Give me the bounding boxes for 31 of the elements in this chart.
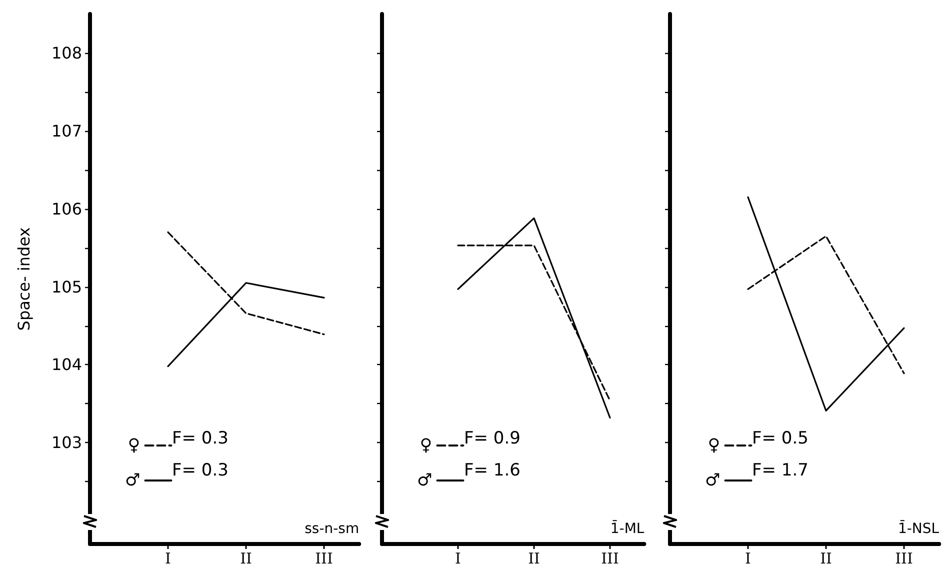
y-tick-label: 107	[51, 121, 82, 140]
x-tick-label: II	[240, 550, 252, 568]
annotation: F= 1.6	[464, 460, 520, 480]
x-tick-label: III	[601, 550, 619, 568]
annotation: F= 0.3	[172, 460, 228, 480]
y-tick-label: 105	[51, 277, 82, 296]
legend-label: ♂	[416, 470, 432, 490]
x-tick-label: II	[528, 550, 540, 568]
y-tick-label: 103	[51, 433, 82, 452]
annotation: F= 1.7	[752, 460, 808, 480]
legend-label: ♀	[128, 436, 140, 456]
x-axis-title: ss-n-sm	[304, 521, 360, 537]
annotation: F= 0.3	[172, 428, 228, 448]
y-tick-label: 106	[51, 199, 82, 218]
x-axis-title: 1̄-ML	[610, 519, 644, 537]
x-tick-label: II	[820, 550, 832, 568]
x-tick-label: I	[455, 550, 462, 568]
legend-label: ♂	[124, 470, 140, 490]
y-axis-title: Space- index	[14, 227, 34, 331]
y-tick-label: 104	[51, 355, 82, 374]
x-tick-label: III	[315, 550, 333, 568]
annotation: F= 0.9	[464, 428, 520, 448]
annotation: F= 0.5	[752, 428, 808, 448]
y-tick-label: 108	[51, 43, 82, 62]
legend-label: ♀	[420, 436, 432, 456]
x-tick-label: I	[165, 550, 172, 568]
x-tick-label: I	[745, 550, 752, 568]
legend-label: ♂	[704, 470, 720, 490]
x-axis-title: 1̄-NSL	[898, 519, 940, 537]
legend-label: ♀	[708, 436, 720, 456]
x-tick-label: III	[895, 550, 913, 568]
